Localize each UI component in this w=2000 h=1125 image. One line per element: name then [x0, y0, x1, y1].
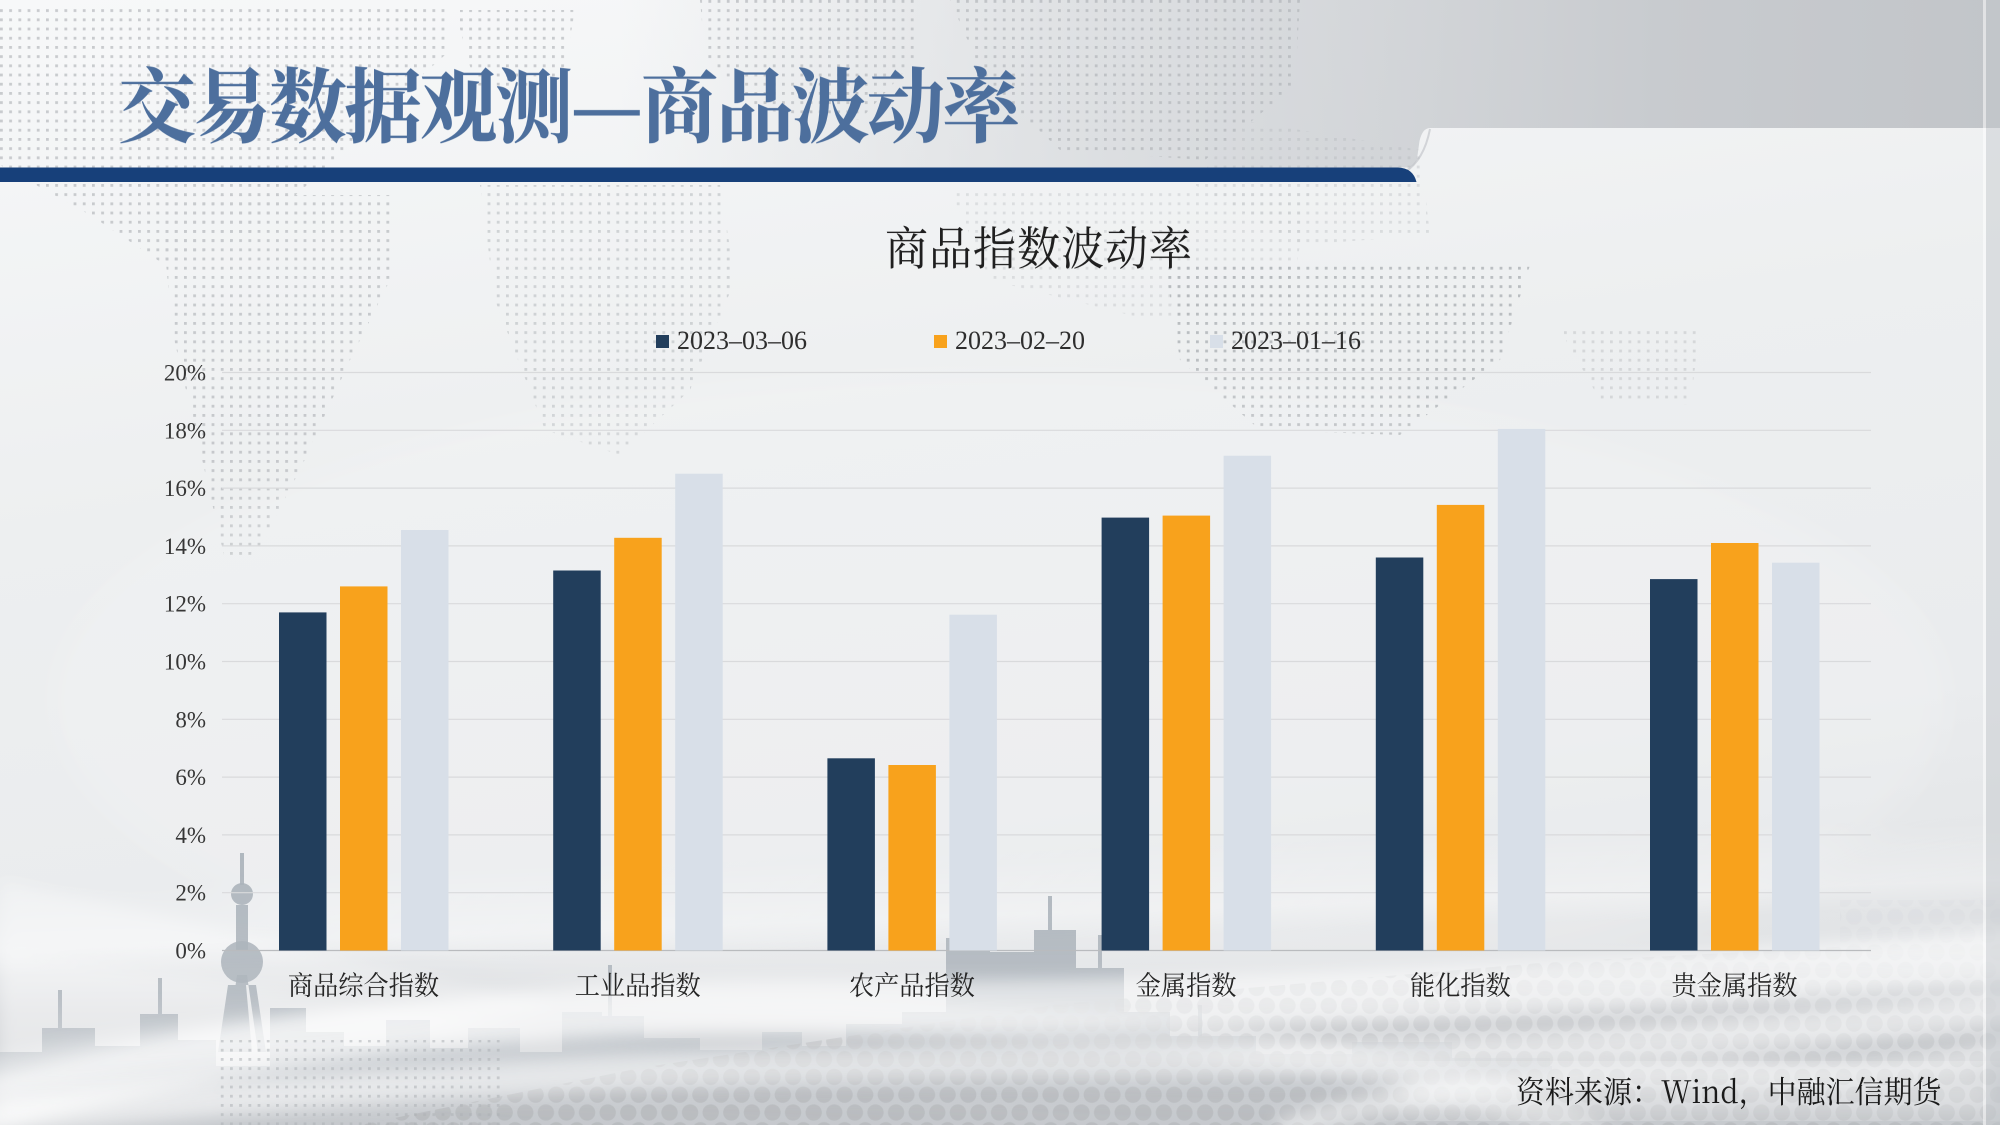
- svg-text:2023–03–06: 2023–03–06: [677, 326, 807, 355]
- svg-text:4%: 4%: [175, 823, 206, 848]
- svg-text:6%: 6%: [175, 765, 206, 790]
- svg-text:18%: 18%: [164, 418, 206, 443]
- svg-text:16%: 16%: [164, 476, 206, 501]
- svg-text:12%: 12%: [164, 592, 206, 617]
- svg-text:2%: 2%: [175, 881, 206, 906]
- svg-text:14%: 14%: [164, 534, 206, 559]
- svg-text:20%: 20%: [164, 361, 206, 386]
- svg-text:2023–02–20: 2023–02–20: [955, 326, 1085, 355]
- svg-text:10%: 10%: [164, 650, 206, 675]
- svg-text:8%: 8%: [175, 707, 206, 732]
- svg-text:2023–01–16: 2023–01–16: [1231, 326, 1361, 355]
- svg-text:0%: 0%: [175, 939, 206, 964]
